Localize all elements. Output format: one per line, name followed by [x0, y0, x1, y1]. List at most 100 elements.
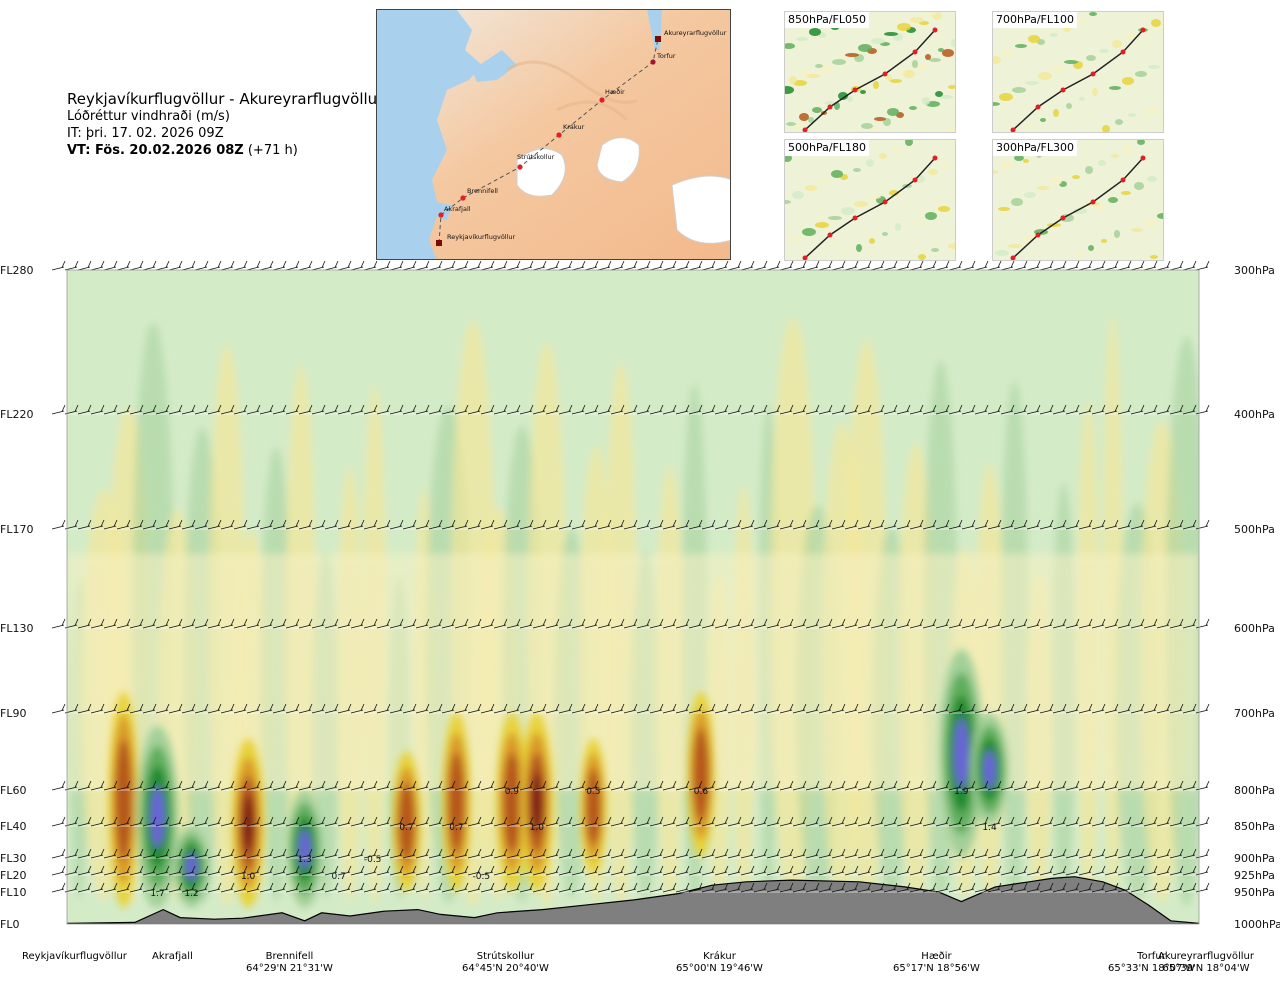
wind-barb [272, 260, 287, 271]
wind-barb [376, 816, 391, 827]
wind-barb [259, 618, 274, 629]
wind-barb [467, 703, 482, 714]
wind-barb [103, 882, 118, 893]
wind-barb [896, 404, 911, 415]
cross-section-chart: 1.7 1.2 1.0 1.3 0.7 -0.5 0.7 -0.5 0.7 0.9 1.0 0.5 0.… [0, 260, 1280, 981]
panel-field-blob [999, 93, 1013, 101]
map-label-strutskollur: Strútskollur [517, 153, 555, 161]
wind-barb [220, 404, 235, 415]
panel-field-blob [1124, 145, 1132, 153]
map-label-akrafjall: Akrafjall [444, 205, 471, 213]
wind-barb [467, 848, 482, 859]
loc-label-brennifell: Brennifell 64°29'N 21°31'W [246, 951, 333, 975]
wind-barb [610, 865, 625, 876]
wind-barb [1091, 703, 1106, 714]
wind-barb [1117, 260, 1132, 271]
wind-barb [597, 780, 612, 791]
loc-name: Reykjavíkurflugvöllur [22, 951, 127, 962]
panel-field-blob [1147, 176, 1157, 182]
wind-barb [233, 848, 248, 859]
wind-barb [714, 848, 729, 859]
panel-field-blob [785, 43, 795, 49]
route-map-canvas: Reykjavíkurflugvöllur Akrafjall Brennife… [377, 10, 730, 259]
wind-barb [220, 882, 235, 893]
panel-field-blob [909, 106, 917, 110]
wind-barb [870, 848, 885, 859]
wind-barb [766, 618, 781, 629]
wind-barb [376, 780, 391, 791]
wind-barb [857, 260, 872, 271]
panel-850hpa-canvas [785, 12, 955, 132]
wind-barb [506, 618, 521, 629]
wind-barb [792, 260, 807, 271]
wind-barb [1078, 780, 1093, 791]
wind-barb [857, 848, 872, 859]
panel-route-line [804, 29, 936, 131]
wind-barb [987, 865, 1002, 876]
wind-barb [285, 780, 300, 791]
wind-barb [792, 780, 807, 791]
wind-barb [220, 848, 235, 859]
wind-barb [428, 519, 443, 530]
wind-barb [792, 519, 807, 530]
wind-barb [727, 703, 742, 714]
wind-barb [1182, 519, 1197, 530]
wind-barb [909, 780, 924, 791]
wind-barb [675, 404, 690, 415]
wind-barb [493, 519, 508, 530]
wind-barb [831, 865, 846, 876]
wind-barb [948, 618, 963, 629]
value-label: 1.9 [954, 787, 969, 797]
wind-barb [1065, 882, 1080, 893]
wind-barb [142, 848, 157, 859]
plot-frame [66, 269, 1200, 925]
quantity-subtitle: Lóðréttur vindhraði (m/s) [67, 109, 230, 124]
panel-route-point [1010, 127, 1016, 132]
wind-barb [129, 703, 144, 714]
wind-barb [363, 848, 378, 859]
velocity-cell [503, 752, 521, 853]
wind-barb [116, 703, 131, 714]
wind-barb [311, 260, 326, 271]
left-axis-label: FL0 [0, 918, 19, 931]
wind-barb [51, 703, 66, 714]
wind-barb [181, 260, 196, 271]
wind-barb [766, 882, 781, 893]
wind-barb [298, 865, 313, 876]
wind-barb [623, 618, 638, 629]
wind-barb [870, 260, 885, 271]
wind-barb [142, 882, 157, 893]
wind-barb [337, 816, 352, 827]
left-axis-label: FL90 [0, 707, 26, 720]
wind-barb [1195, 816, 1210, 827]
map-label-torfur: Torfur [656, 52, 676, 60]
wind-barb [246, 519, 261, 530]
wind-barb [610, 780, 625, 791]
panel-field-blob [1125, 34, 1135, 40]
wind-barb [285, 703, 300, 714]
wind-barb [922, 404, 937, 415]
wind-barb [415, 703, 430, 714]
wind-barb [220, 260, 235, 271]
wind-barb [519, 848, 534, 859]
wind-barb [688, 260, 703, 271]
wind-barb [662, 260, 677, 271]
wind-barb [675, 260, 690, 271]
wind-barb [506, 519, 521, 530]
panel-field-blob [939, 95, 953, 99]
wind-barb [181, 703, 196, 714]
wind-barb [740, 404, 755, 415]
wind-barb [740, 703, 755, 714]
wind-barb [1117, 816, 1132, 827]
wind-barb [415, 519, 430, 530]
wind-barb [298, 848, 313, 859]
wind-barb [246, 816, 261, 827]
wind-barb [597, 816, 612, 827]
velocity-cell [298, 828, 311, 870]
wind-barb [51, 780, 66, 791]
wind-barb [987, 780, 1002, 791]
panel-field-blob [935, 91, 943, 97]
wind-barb [480, 848, 495, 859]
wind-barb [753, 703, 768, 714]
wind-barb [545, 865, 560, 876]
